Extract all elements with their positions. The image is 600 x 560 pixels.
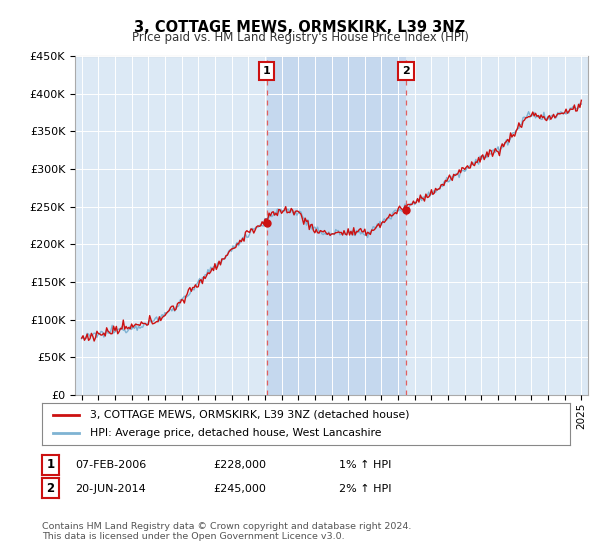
Text: 3, COTTAGE MEWS, ORMSKIRK, L39 3NZ (detached house): 3, COTTAGE MEWS, ORMSKIRK, L39 3NZ (deta… (89, 409, 409, 419)
Text: 2% ↑ HPI: 2% ↑ HPI (339, 484, 391, 494)
Text: 1: 1 (46, 458, 55, 472)
Text: Contains HM Land Registry data © Crown copyright and database right 2024.
This d: Contains HM Land Registry data © Crown c… (42, 522, 412, 542)
Text: 20-JUN-2014: 20-JUN-2014 (75, 484, 146, 494)
Text: 1% ↑ HPI: 1% ↑ HPI (339, 460, 391, 470)
Text: 2: 2 (46, 482, 55, 495)
Text: 2: 2 (402, 66, 410, 76)
Text: £228,000: £228,000 (213, 460, 266, 470)
Text: Price paid vs. HM Land Registry's House Price Index (HPI): Price paid vs. HM Land Registry's House … (131, 31, 469, 44)
Text: 1: 1 (263, 66, 271, 76)
Text: 3, COTTAGE MEWS, ORMSKIRK, L39 3NZ: 3, COTTAGE MEWS, ORMSKIRK, L39 3NZ (134, 20, 466, 35)
Text: 07-FEB-2006: 07-FEB-2006 (75, 460, 146, 470)
Bar (266, 56, 406, 395)
Text: HPI: Average price, detached house, West Lancashire: HPI: Average price, detached house, West… (89, 428, 381, 438)
Text: £245,000: £245,000 (213, 484, 266, 494)
